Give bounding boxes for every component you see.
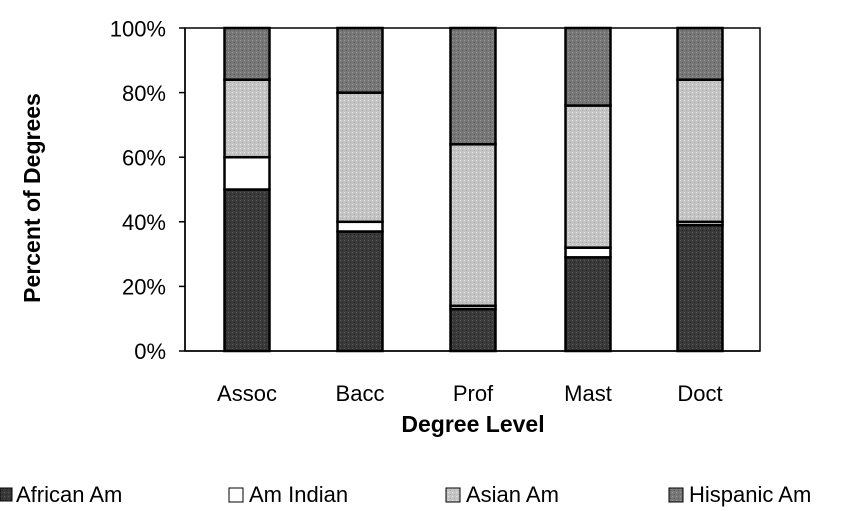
legend-item-am-indian: Am Indian: [228, 482, 348, 507]
bar-segment-hispanic-am-bacc: [336, 26, 384, 94]
y-tick-label: 20%: [122, 275, 166, 300]
y-tick-label: 0%: [134, 339, 166, 364]
bar-segment-african-am-assoc: [223, 188, 271, 353]
y-axis-title: Percent of Degrees: [19, 93, 45, 303]
bar-segment-am-indian-bacc: [336, 220, 384, 233]
x-axis-title: Degree Level: [401, 411, 544, 437]
bar-segment-asian-am-doct: [676, 78, 724, 224]
y-tick-label: 100%: [110, 17, 166, 42]
legend-swatch: [228, 487, 244, 503]
y-tick-label: 80%: [122, 81, 166, 106]
bar-segment-asian-am-assoc: [223, 78, 271, 159]
y-tick-label: 60%: [122, 146, 166, 171]
bar-segment-asian-am-bacc: [336, 91, 384, 224]
bar-segment-am-indian-assoc: [223, 155, 271, 191]
legend-item-asian-am: Asian Am: [445, 482, 559, 507]
bar-segment-am-indian-mast: [564, 246, 612, 259]
legend-label: Am Indian: [249, 482, 348, 507]
legend-swatch: [0, 487, 13, 502]
bar-segment-hispanic-am-mast: [564, 26, 612, 107]
x-tick-label: Bacc: [336, 381, 385, 406]
x-tick-label: Assoc: [217, 381, 277, 406]
bar-segment-hispanic-am-doct: [676, 26, 724, 81]
x-tick-label: Doct: [677, 381, 722, 406]
bar-segment-asian-am-mast: [564, 104, 612, 249]
y-tick-label: 40%: [122, 210, 166, 235]
bar-segment-african-am-bacc: [336, 230, 384, 353]
x-axis: Assoc Bacc Prof Mast Doct: [185, 350, 760, 406]
legend-swatch: [668, 487, 684, 503]
y-axis: 0% 20% 40% 60% 80% 100%: [110, 17, 186, 364]
bar-segment-african-am-prof: [449, 307, 497, 353]
legend-label: Asian Am: [466, 482, 559, 507]
legend-swatch: [445, 487, 461, 503]
legend-label: African Am: [16, 482, 122, 507]
bar-segment-hispanic-am-assoc: [223, 26, 271, 81]
plot-area: [184, 26, 761, 353]
x-tick-label: Prof: [453, 381, 494, 406]
bar-segment-asian-am-prof: [449, 143, 497, 308]
bar-segment-hispanic-am-prof: [449, 26, 497, 146]
bars-group: [223, 26, 724, 353]
bar-segment-african-am-mast: [564, 256, 612, 353]
bar-segment-african-am-doct: [676, 223, 724, 353]
legend-label: Hispanic Am: [689, 482, 811, 507]
legend: African Am Am Indian Asian Am Hispanic A…: [0, 482, 811, 507]
legend-item-african-am: African Am: [0, 482, 122, 507]
legend-item-hispanic-am: Hispanic Am: [668, 482, 811, 507]
x-tick-label: Mast: [564, 381, 612, 406]
